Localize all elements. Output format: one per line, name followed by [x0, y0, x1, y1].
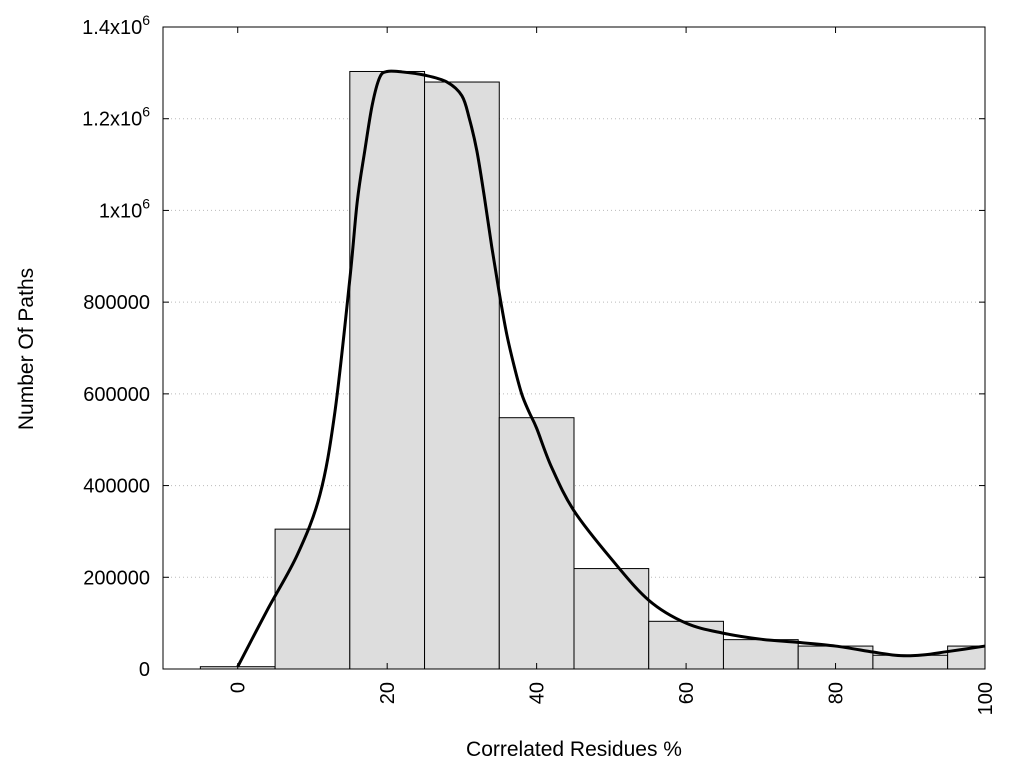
x-axis-title: Correlated Residues %: [466, 738, 682, 761]
bar: [872, 654, 949, 670]
bars-group: [199, 70, 986, 670]
x-tick-label: 0: [228, 682, 250, 693]
y-tick-label: 600000: [83, 384, 150, 406]
x-tick-label: 100: [975, 682, 997, 715]
y-axis-title: Number Of Paths: [15, 268, 38, 430]
bar: [349, 70, 426, 670]
y-tick-label: 1.2x106: [82, 104, 150, 131]
y-tick-label: 1x106: [99, 195, 150, 222]
bar: [274, 528, 351, 670]
x-axis-ticks: 0 20 40 60 80 100: [228, 27, 997, 715]
bar: [424, 81, 500, 670]
y-tick-label: 0: [139, 659, 150, 681]
x-tick-label: 60: [676, 682, 698, 704]
bar: [498, 417, 575, 670]
bar: [573, 568, 650, 670]
x-tick-label: 20: [377, 682, 399, 704]
bar: [722, 639, 799, 670]
y-tick-label: 1.4x106: [82, 12, 150, 39]
x-tick-label: 40: [527, 682, 549, 704]
fit-curve: [236, 69, 986, 668]
y-tick-label: 400000: [83, 476, 150, 498]
y-tick-label: 800000: [83, 292, 150, 314]
plot-frame: [162, 26, 986, 670]
bar: [648, 620, 724, 670]
y-axis-ticks: 0 200000 400000 600000 800000 1x106 1.2x106 1.4…: [82, 12, 985, 681]
x-tick-label: 80: [826, 682, 848, 704]
y-tick-label: 200000: [83, 567, 150, 589]
grid-lines: [163, 118, 985, 578]
